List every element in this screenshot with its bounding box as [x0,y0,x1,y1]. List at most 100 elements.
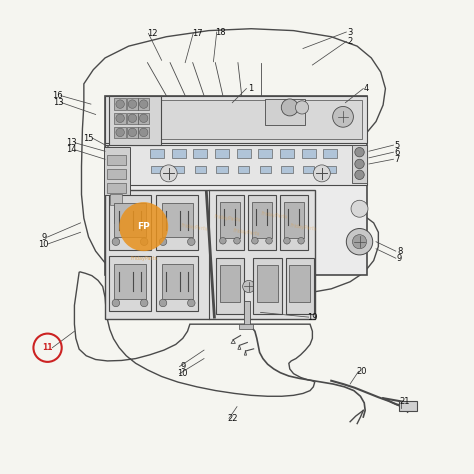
Circle shape [283,237,290,244]
Text: 9: 9 [397,254,402,263]
Circle shape [119,202,168,251]
Bar [265,100,305,125]
Polygon shape [82,29,385,293]
Bar [156,256,198,311]
Circle shape [140,238,148,246]
Circle shape [159,238,167,246]
Circle shape [139,100,148,109]
Text: 17: 17 [191,29,202,38]
Bar [301,149,316,158]
Bar [254,258,282,314]
Text: 10: 10 [38,239,49,248]
Text: 15: 15 [83,134,94,143]
Bar [109,256,151,311]
Bar [109,195,151,250]
Bar [150,149,164,158]
Text: 3: 3 [347,27,353,36]
Circle shape [188,238,195,246]
Circle shape [295,101,309,114]
Bar [110,100,362,139]
Circle shape [188,299,195,307]
Bar [115,203,146,237]
Bar [138,113,149,124]
Bar [193,149,207,158]
Circle shape [266,237,273,244]
Circle shape [313,165,330,182]
Bar [280,195,308,250]
Text: 1: 1 [248,84,254,93]
Bar [216,195,244,250]
Bar [283,201,304,238]
Text: 16: 16 [52,91,62,100]
Text: 21: 21 [399,397,410,406]
Bar [104,147,130,195]
Text: FridayParts: FridayParts [261,211,289,220]
Bar [219,201,240,238]
Bar [195,166,206,173]
Circle shape [355,147,364,157]
Circle shape [128,100,137,109]
Circle shape [128,114,137,122]
Bar [162,264,193,299]
Bar [115,264,146,299]
Bar [172,149,186,158]
Circle shape [333,107,354,127]
Polygon shape [74,272,315,396]
Bar [257,265,278,302]
Bar [280,149,294,158]
Bar [115,99,126,110]
Bar [110,194,121,205]
Text: 10: 10 [178,369,188,378]
Circle shape [139,128,148,137]
Text: 7: 7 [394,155,400,164]
Bar [258,149,273,158]
Bar [115,113,126,124]
Text: FP: FP [137,222,150,231]
Bar [238,166,249,173]
Circle shape [355,170,364,180]
Bar [219,265,240,302]
Text: 14: 14 [66,146,76,155]
Circle shape [351,200,368,217]
Text: FridayParts: FridayParts [130,256,157,261]
Bar [216,258,244,314]
Circle shape [234,237,240,244]
Text: FridayParts: FridayParts [214,214,241,222]
Bar [162,203,193,237]
Bar [173,166,184,173]
Text: 2: 2 [347,37,353,46]
Circle shape [219,237,226,244]
Circle shape [252,237,258,244]
Bar [239,324,254,329]
Text: 5: 5 [394,141,400,150]
Bar [127,113,138,124]
Circle shape [355,159,364,169]
Bar [323,149,337,158]
Circle shape [243,280,255,292]
Bar [285,258,314,314]
Bar [244,301,250,327]
Text: FridayParts: FridayParts [289,223,317,232]
Bar [353,145,366,183]
Circle shape [353,235,366,249]
Bar [216,166,228,173]
Bar [105,96,366,275]
Bar [105,145,366,185]
Bar [156,195,198,250]
Circle shape [116,100,124,109]
Circle shape [160,165,177,182]
Text: 19: 19 [307,313,318,321]
Bar [105,96,366,143]
Text: 8: 8 [397,246,402,255]
Bar [138,127,149,138]
Bar [138,99,149,110]
Circle shape [128,128,137,137]
Text: 9: 9 [41,233,46,241]
Circle shape [112,299,119,307]
Circle shape [140,299,148,307]
Text: 22: 22 [227,414,237,423]
Bar [289,265,310,302]
Circle shape [116,128,124,137]
Bar [399,401,418,411]
Bar [252,201,273,238]
